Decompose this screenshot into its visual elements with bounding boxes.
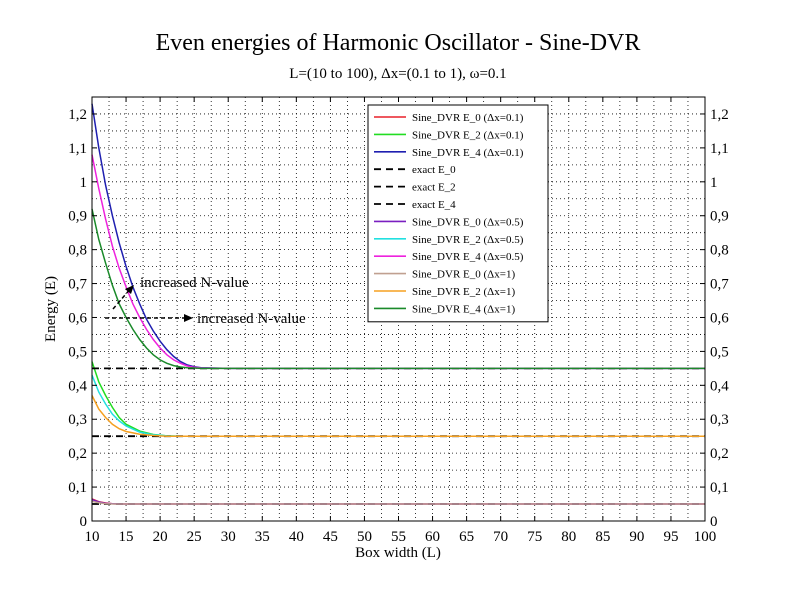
y-tick-label-right: 0 (710, 514, 718, 530)
x-tick-label: 65 (459, 529, 474, 545)
x-tick-label: 25 (187, 529, 202, 545)
series-line (91, 500, 705, 505)
legend-item-label: exact E_0 (412, 164, 456, 176)
y-tick-label: 0,2 (68, 446, 87, 462)
y-tick-label: 0,7 (68, 277, 87, 293)
x-axis-label: Box width (L) (355, 545, 441, 561)
y-tick-label: 1,1 (68, 141, 87, 157)
x-tick-label: 50 (357, 529, 372, 545)
x-tick-label: 40 (289, 529, 304, 545)
y-tick-label: 0 (80, 514, 88, 530)
legend-item-label: exact E_2 (412, 182, 456, 194)
x-tick-label: 30 (221, 529, 236, 545)
x-tick-label: 10 (85, 529, 100, 545)
x-tick-label: 20 (153, 529, 168, 545)
y-axis-label: Energy (E) (43, 276, 59, 342)
legend-item-label: Sine_DVR E_0 (Δx=0.5) (412, 216, 524, 228)
x-tick-label: 85 (595, 529, 610, 545)
series-line (91, 395, 705, 437)
y-tick-label-right: 0,5 (710, 344, 729, 360)
x-tick-label: 55 (391, 529, 406, 545)
chart-title: Even energies of Harmonic Oscillator - S… (156, 30, 641, 56)
y-tick-label-right: 0,1 (710, 480, 729, 496)
x-tick-label: 95 (663, 529, 678, 545)
y-tick-label: 0,6 (68, 310, 87, 326)
y-tick-label-right: 1,1 (710, 141, 729, 157)
annotation-label: increased N-value (197, 311, 306, 327)
x-tick-label: 60 (425, 529, 440, 545)
y-tick-label-right: 0,2 (710, 446, 729, 462)
y-tick-label-right: 1,2 (710, 107, 729, 123)
x-tick-label: 80 (561, 529, 576, 545)
x-tick-label: 45 (323, 529, 338, 545)
legend: Sine_DVR E_0 (Δx=0.1) Sine_DVR E_2 (Δx=0.… (367, 104, 549, 323)
x-tick-label: 100 (694, 529, 717, 545)
legend-item-label: Sine_DVR E_0 (Δx=0.1) (412, 112, 524, 124)
series-group (91, 103, 705, 505)
x-tick-label: 75 (527, 529, 542, 545)
chart-subtitle: L=(10 to 100), Δx=(0.1 to 1), ω=0.1 (289, 66, 506, 82)
y-tick-label-right: 0,3 (710, 412, 729, 428)
x-tick-label: 90 (629, 529, 644, 545)
legend-item-label: Sine_DVR E_4 (Δx=1) (412, 303, 515, 315)
y-tick-label-right: 0,9 (710, 209, 729, 225)
legend-item-label: Sine_DVR E_0 (Δx=1) (412, 269, 515, 281)
y-tick-label-right: 0,6 (710, 310, 729, 326)
y-tick-label-right: 0,8 (710, 243, 729, 259)
x-tick-label: 35 (255, 529, 270, 545)
y-tick-label: 0,3 (68, 412, 87, 428)
y-tick-label-right: 1 (710, 175, 718, 191)
legend-box (367, 104, 549, 323)
series-line (91, 208, 705, 370)
y-tick-label: 0,5 (68, 344, 87, 360)
y-tick-label: 0,9 (68, 209, 87, 225)
axis-ticks: 10 15 20 25 30 35 40 45 50 55 60 65 70 75 80 85 90 95 1000… (68, 97, 729, 545)
legend-item-label: Sine_DVR E_2 (Δx=1) (412, 286, 515, 298)
y-tick-label: 1 (80, 175, 88, 191)
x-tick-label: 15 (119, 529, 134, 545)
y-tick-label: 0,4 (68, 378, 87, 394)
legend-item-label: exact E_4 (412, 199, 456, 211)
legend-item-label: Sine_DVR E_4 (Δx=0.1) (412, 147, 524, 159)
y-tick-label: 0,1 (68, 480, 87, 496)
annotation-arrowhead (184, 314, 193, 322)
x-tick-label: 70 (493, 529, 508, 545)
annotations: increased N-value increased N-value (105, 275, 306, 327)
legend-item-label: Sine_DVR E_2 (Δx=0.5) (412, 234, 524, 246)
y-tick-label-right: 0,7 (710, 277, 729, 293)
y-tick-label: 0,8 (68, 243, 87, 259)
legend-item-label: Sine_DVR E_4 (Δx=0.5) (412, 251, 524, 263)
annotation-arrowhead (125, 285, 134, 294)
y-tick-label-right: 0,4 (710, 378, 729, 394)
y-tick-label: 1,2 (68, 107, 87, 123)
annotation-label: increased N-value (140, 275, 249, 291)
legend-item-label: Sine_DVR E_2 (Δx=0.1) (412, 129, 524, 141)
